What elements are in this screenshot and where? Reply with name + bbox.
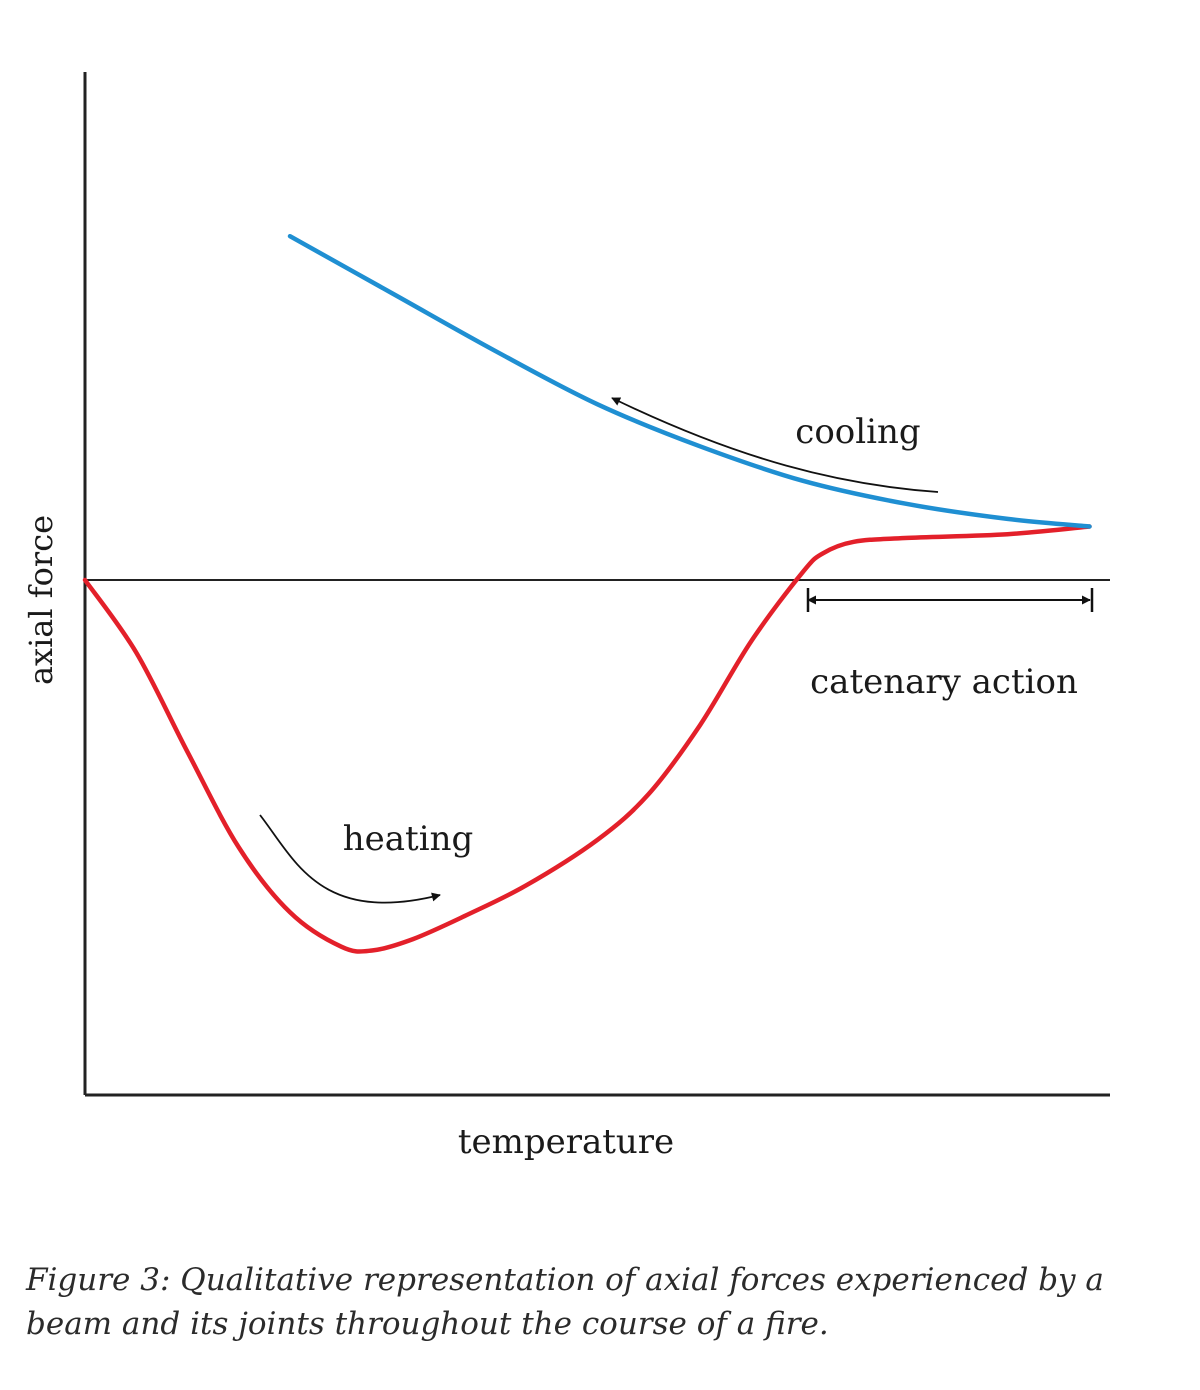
figure-caption: Figure 3: Qualitative representation of … <box>26 1262 1104 1342</box>
x-axis-label: temperature <box>458 1122 674 1162</box>
cooling-curve <box>287 233 1092 529</box>
cooling-arrow <box>611 397 939 493</box>
heating-curve <box>82 524 1092 954</box>
y-axis-label: axial force <box>22 515 60 685</box>
heating-label: heating <box>343 819 474 859</box>
catenary-action-label: catenary action <box>810 662 1078 702</box>
cooling-label: cooling <box>795 412 920 452</box>
heating-arrow <box>259 814 441 904</box>
